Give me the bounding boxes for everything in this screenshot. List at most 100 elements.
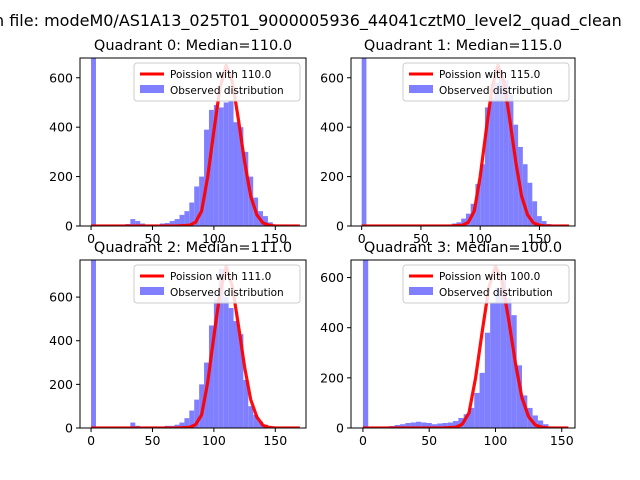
quadrant-panel-2: Quadrant 2: Median=111.0 0 50 100 150 0 200 400… xyxy=(49,240,307,448)
histogram-bar xyxy=(474,392,480,428)
histogram-bar xyxy=(91,260,96,428)
x-tick-label: 0 xyxy=(87,433,95,448)
legend-label: Poission with 111.0 xyxy=(170,271,271,283)
histogram-bar xyxy=(130,219,136,226)
y-tick-label: 400 xyxy=(320,320,344,335)
plot-area xyxy=(91,260,300,428)
histogram-bar xyxy=(179,214,185,226)
histogram-bar xyxy=(400,424,406,428)
panel-title: Quadrant 1: Median=115.0 xyxy=(364,38,562,54)
legend-patch-swatch xyxy=(140,85,164,93)
legend-label: Observed distribution xyxy=(170,85,284,97)
panel-title: Quadrant 2: Median=111.0 xyxy=(94,240,292,256)
histogram-bar xyxy=(194,399,200,428)
panel-title: Quadrant 0: Median=110.0 xyxy=(94,38,292,54)
x-tick-label: 150 xyxy=(263,231,287,246)
histogram-bar xyxy=(468,407,475,428)
histogram-bar xyxy=(361,58,367,226)
histogram-bar xyxy=(479,372,485,428)
legend-box xyxy=(133,62,301,102)
legend-patch-swatch xyxy=(409,85,433,93)
plot-area xyxy=(91,58,300,226)
histogram-bar xyxy=(521,395,528,428)
histogram-bar xyxy=(463,414,469,428)
histogram-bar xyxy=(238,334,244,428)
legend-label: Poission with 110.0 xyxy=(170,69,271,81)
histogram-bar xyxy=(243,151,249,226)
legend-box xyxy=(133,264,301,304)
histogram-bar xyxy=(415,421,422,428)
x-tick-label: 0 xyxy=(358,231,366,246)
histogram-bar xyxy=(537,420,544,428)
y-tick-label: 0 xyxy=(65,219,73,234)
quadrant-panels: Quadrant 0: Median=110.0 0 50 100 150 0 200 400… xyxy=(49,38,576,448)
histogram-bar xyxy=(208,109,214,226)
histogram-bar xyxy=(189,410,195,428)
histogram-bar xyxy=(516,365,522,428)
histogram-bar xyxy=(199,176,205,226)
histogram-bar xyxy=(453,420,459,428)
histogram-bar xyxy=(243,380,249,428)
y-tick-label: 0 xyxy=(65,421,73,436)
histogram-bar xyxy=(475,184,481,226)
histogram-bar xyxy=(184,211,190,226)
x-tick-label: 100 xyxy=(484,433,508,448)
y-tick-label: 600 xyxy=(49,290,73,305)
histogram-bar xyxy=(508,95,514,226)
histogram-bar xyxy=(461,218,466,226)
y-tick-label: 600 xyxy=(320,70,344,85)
histogram-bar xyxy=(213,104,219,226)
histogram-bar xyxy=(194,186,200,226)
x-tick-label: 50 xyxy=(145,231,161,246)
quadrant-panel-3: Quadrant 3: Median=100.0 0 50 100 150 0 200 400… xyxy=(320,240,576,448)
quadrant-panel-0: Quadrant 0: Median=110.0 0 50 100 150 0 200 400… xyxy=(49,38,307,246)
histogram-bar xyxy=(223,297,229,428)
histogram-bar xyxy=(184,418,190,428)
legend: Poission with 115.0 Observed distribution xyxy=(402,62,570,102)
histogram-bar xyxy=(223,102,229,226)
y-tick-label: 200 xyxy=(320,169,344,184)
histogram-bar xyxy=(484,332,491,428)
histogram-bar xyxy=(511,315,517,428)
histogram-bar xyxy=(179,422,185,428)
histogram-bar xyxy=(228,308,234,428)
histogram-bar xyxy=(218,107,224,226)
histogram-bar xyxy=(199,384,205,428)
histogram-bar xyxy=(495,287,501,428)
histogram-bar xyxy=(447,422,454,428)
histogram-bar xyxy=(458,417,464,428)
y-tick-label: 200 xyxy=(320,370,344,385)
histogram-bar xyxy=(541,221,547,226)
histogram-bar xyxy=(91,58,96,226)
legend-label: Observed distribution xyxy=(170,287,284,299)
histogram-bar xyxy=(437,423,443,428)
histogram-bar xyxy=(135,221,141,226)
histogram-bar xyxy=(506,297,512,428)
legend: Poission with 100.0 Observed distribution xyxy=(402,264,570,304)
histogram-bar xyxy=(130,422,136,428)
histogram-bar xyxy=(431,424,438,428)
histogram-bar xyxy=(169,221,175,226)
x-tick-label: 50 xyxy=(421,433,437,448)
histogram-bar xyxy=(405,422,411,428)
histogram-bar xyxy=(189,202,195,226)
quadrant-panel-1: Quadrant 1: Median=115.0 0 50 100 150 0 200 400… xyxy=(320,38,576,246)
x-tick-label: 50 xyxy=(145,433,161,448)
histogram-bar xyxy=(421,422,427,428)
histogram-bar xyxy=(362,260,369,428)
histogram-bar xyxy=(228,101,234,226)
histogram-bar xyxy=(480,164,485,226)
x-tick-label: 0 xyxy=(87,231,95,246)
histogram-bar xyxy=(490,302,496,428)
histogram-bar xyxy=(248,406,254,428)
histogram-bar xyxy=(494,82,500,226)
y-tick-label: 400 xyxy=(49,333,73,348)
histogram-bar xyxy=(532,415,538,428)
histogram-bar xyxy=(426,422,432,428)
y-tick-label: 200 xyxy=(49,377,73,392)
histogram-bar xyxy=(218,268,224,428)
legend: Poission with 110.0 Observed distribution xyxy=(133,62,301,102)
x-tick-label: 100 xyxy=(202,433,226,448)
x-tick-label: 150 xyxy=(263,433,287,448)
